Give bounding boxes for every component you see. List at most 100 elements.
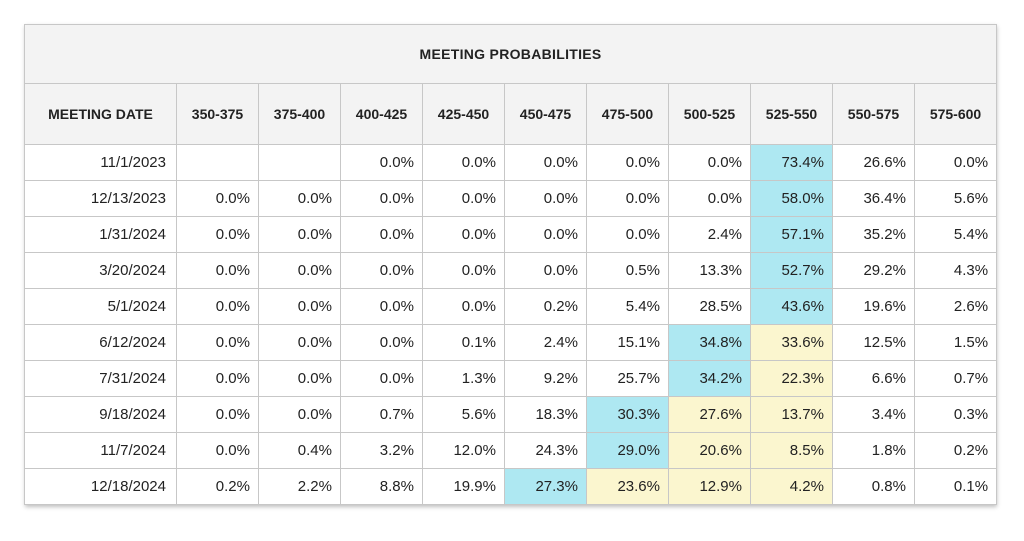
probability-cell: 0.0% bbox=[422, 288, 505, 325]
probability-cell: 0.0% bbox=[422, 144, 505, 181]
table-title: MEETING PROBABILITIES bbox=[23, 24, 998, 84]
probability-cell: 0.0% bbox=[258, 324, 341, 361]
probability-cell: 8.8% bbox=[340, 468, 423, 505]
meeting-date-cell: 1/31/2024 bbox=[24, 216, 177, 253]
probability-cell: 5.4% bbox=[586, 288, 669, 325]
probability-cell: 0.0% bbox=[176, 252, 259, 289]
probability-cell: 0.4% bbox=[258, 432, 341, 469]
probability-cell: 36.4% bbox=[832, 180, 915, 217]
probability-cell: 58.0% bbox=[750, 180, 833, 217]
probability-cell: 0.0% bbox=[176, 360, 259, 397]
probability-cell: 73.4% bbox=[750, 144, 833, 181]
probability-cell: 0.0% bbox=[176, 432, 259, 469]
probability-cell: 52.7% bbox=[750, 252, 833, 289]
probability-cell: 0.0% bbox=[586, 216, 669, 253]
column-header-range: 550-575 bbox=[832, 83, 915, 145]
probability-cell: 2.2% bbox=[258, 468, 341, 505]
probability-cell: 0.0% bbox=[504, 144, 587, 181]
probability-cell: 0.0% bbox=[340, 144, 423, 181]
probability-cell: 18.3% bbox=[504, 396, 587, 433]
column-header-range: 525-550 bbox=[750, 83, 833, 145]
probability-cell: 0.0% bbox=[340, 252, 423, 289]
column-header-meeting-date: MEETING DATE bbox=[24, 83, 177, 145]
probability-cell: 9.2% bbox=[504, 360, 587, 397]
column-header-range: 475-500 bbox=[586, 83, 669, 145]
probability-cell: 0.7% bbox=[913, 360, 998, 397]
probability-cell: 6.6% bbox=[832, 360, 915, 397]
table-row: 7/31/2024 0.0% 0.0% 0.0% 1.3% 9.2% 25.7% 34.2% 2… bbox=[24, 360, 998, 397]
probability-cell: 29.2% bbox=[832, 252, 915, 289]
probability-cell: 0.0% bbox=[586, 144, 669, 181]
meeting-date-cell: 7/31/2024 bbox=[24, 360, 177, 397]
meeting-probabilities-table: MEETING PROBABILITIES MEETING DATE 350-37… bbox=[23, 24, 998, 505]
title-row: MEETING PROBABILITIES bbox=[23, 24, 998, 84]
probability-cell: 0.0% bbox=[340, 216, 423, 253]
probability-cell: 2.6% bbox=[913, 288, 998, 325]
probability-cell: 1.8% bbox=[832, 432, 915, 469]
probability-cell: 0.0% bbox=[176, 180, 259, 217]
table-row: 11/1/2023 0.0% 0.0% 0.0% 0.0% 0.0% 73.4% 26.6% 0… bbox=[24, 144, 998, 181]
probability-cell: 22.3% bbox=[750, 360, 833, 397]
probability-cell: 0.0% bbox=[504, 252, 587, 289]
probability-cell: 2.4% bbox=[668, 216, 751, 253]
probability-cell: 34.8% bbox=[668, 324, 751, 361]
probability-cell: 0.0% bbox=[913, 144, 998, 181]
probability-cell: 0.0% bbox=[668, 144, 751, 181]
probability-cell: 12.9% bbox=[668, 468, 751, 505]
meeting-date-cell: 11/1/2023 bbox=[24, 144, 177, 181]
column-header-range: 350-375 bbox=[176, 83, 259, 145]
probability-cell: 0.0% bbox=[668, 180, 751, 217]
probability-cell: 29.0% bbox=[586, 432, 669, 469]
probability-cell: 0.0% bbox=[422, 180, 505, 217]
probability-cell: 0.5% bbox=[586, 252, 669, 289]
probability-cell: 0.0% bbox=[422, 216, 505, 253]
meeting-date-cell: 5/1/2024 bbox=[24, 288, 177, 325]
column-header-range: 400-425 bbox=[340, 83, 423, 145]
probability-cell: 19.6% bbox=[832, 288, 915, 325]
probability-cell: 0.0% bbox=[340, 180, 423, 217]
probability-cell: 0.0% bbox=[258, 252, 341, 289]
probability-cell: 43.6% bbox=[750, 288, 833, 325]
probability-cell: 0.0% bbox=[340, 288, 423, 325]
column-header-range: 375-400 bbox=[258, 83, 341, 145]
probability-cell: 0.1% bbox=[422, 324, 505, 361]
probability-cell: 1.5% bbox=[913, 324, 998, 361]
probability-cell: 3.2% bbox=[340, 432, 423, 469]
probability-cell: 0.0% bbox=[258, 216, 341, 253]
probability-cell: 0.0% bbox=[176, 324, 259, 361]
probability-cell: 3.4% bbox=[832, 396, 915, 433]
probability-cell: 5.6% bbox=[422, 396, 505, 433]
probability-cell bbox=[258, 144, 341, 181]
probability-cell: 28.5% bbox=[668, 288, 751, 325]
meeting-probabilities-table-container: MEETING PROBABILITIES MEETING DATE 350-37… bbox=[23, 24, 998, 505]
probability-cell: 26.6% bbox=[832, 144, 915, 181]
probability-cell: 0.0% bbox=[504, 180, 587, 217]
probability-cell: 0.0% bbox=[340, 360, 423, 397]
probability-cell: 13.3% bbox=[668, 252, 751, 289]
table-row: 1/31/2024 0.0% 0.0% 0.0% 0.0% 0.0% 0.0% 2.4% 57.… bbox=[24, 216, 998, 253]
probability-cell: 0.0% bbox=[340, 324, 423, 361]
probability-cell: 35.2% bbox=[832, 216, 915, 253]
table-row: 12/13/2023 0.0% 0.0% 0.0% 0.0% 0.0% 0.0% 0.0% 58… bbox=[24, 180, 998, 217]
table-row: 9/18/2024 0.0% 0.0% 0.7% 5.6% 18.3% 30.3% 27.6%… bbox=[24, 396, 998, 433]
probability-cell: 0.0% bbox=[258, 360, 341, 397]
meeting-date-cell: 11/7/2024 bbox=[24, 432, 177, 469]
meeting-date-cell: 12/18/2024 bbox=[24, 468, 177, 505]
table-row: 3/20/2024 0.0% 0.0% 0.0% 0.0% 0.0% 0.5% 13.3% 52… bbox=[24, 252, 998, 289]
meeting-date-cell: 3/20/2024 bbox=[24, 252, 177, 289]
table-row: 6/12/2024 0.0% 0.0% 0.0% 0.1% 2.4% 15.1% 34.8% 3… bbox=[24, 324, 998, 361]
table-body: 11/1/2023 0.0% 0.0% 0.0% 0.0% 0.0% 73.4% 26.6% 0… bbox=[24, 144, 998, 505]
probability-cell: 5.4% bbox=[913, 216, 998, 253]
probability-cell: 0.0% bbox=[176, 396, 259, 433]
probability-cell: 34.2% bbox=[668, 360, 751, 397]
probability-cell: 0.0% bbox=[176, 288, 259, 325]
probability-cell: 2.4% bbox=[504, 324, 587, 361]
probability-cell: 12.5% bbox=[832, 324, 915, 361]
probability-cell: 33.6% bbox=[750, 324, 833, 361]
probability-cell: 25.7% bbox=[586, 360, 669, 397]
probability-cell: 1.3% bbox=[422, 360, 505, 397]
probability-cell: 20.6% bbox=[668, 432, 751, 469]
probability-cell: 23.6% bbox=[586, 468, 669, 505]
column-header-range: 575-600 bbox=[913, 83, 998, 145]
table-row: 12/18/2024 0.2% 2.2% 8.8% 19.9% 27.3% 23.6% 12.… bbox=[24, 468, 998, 505]
